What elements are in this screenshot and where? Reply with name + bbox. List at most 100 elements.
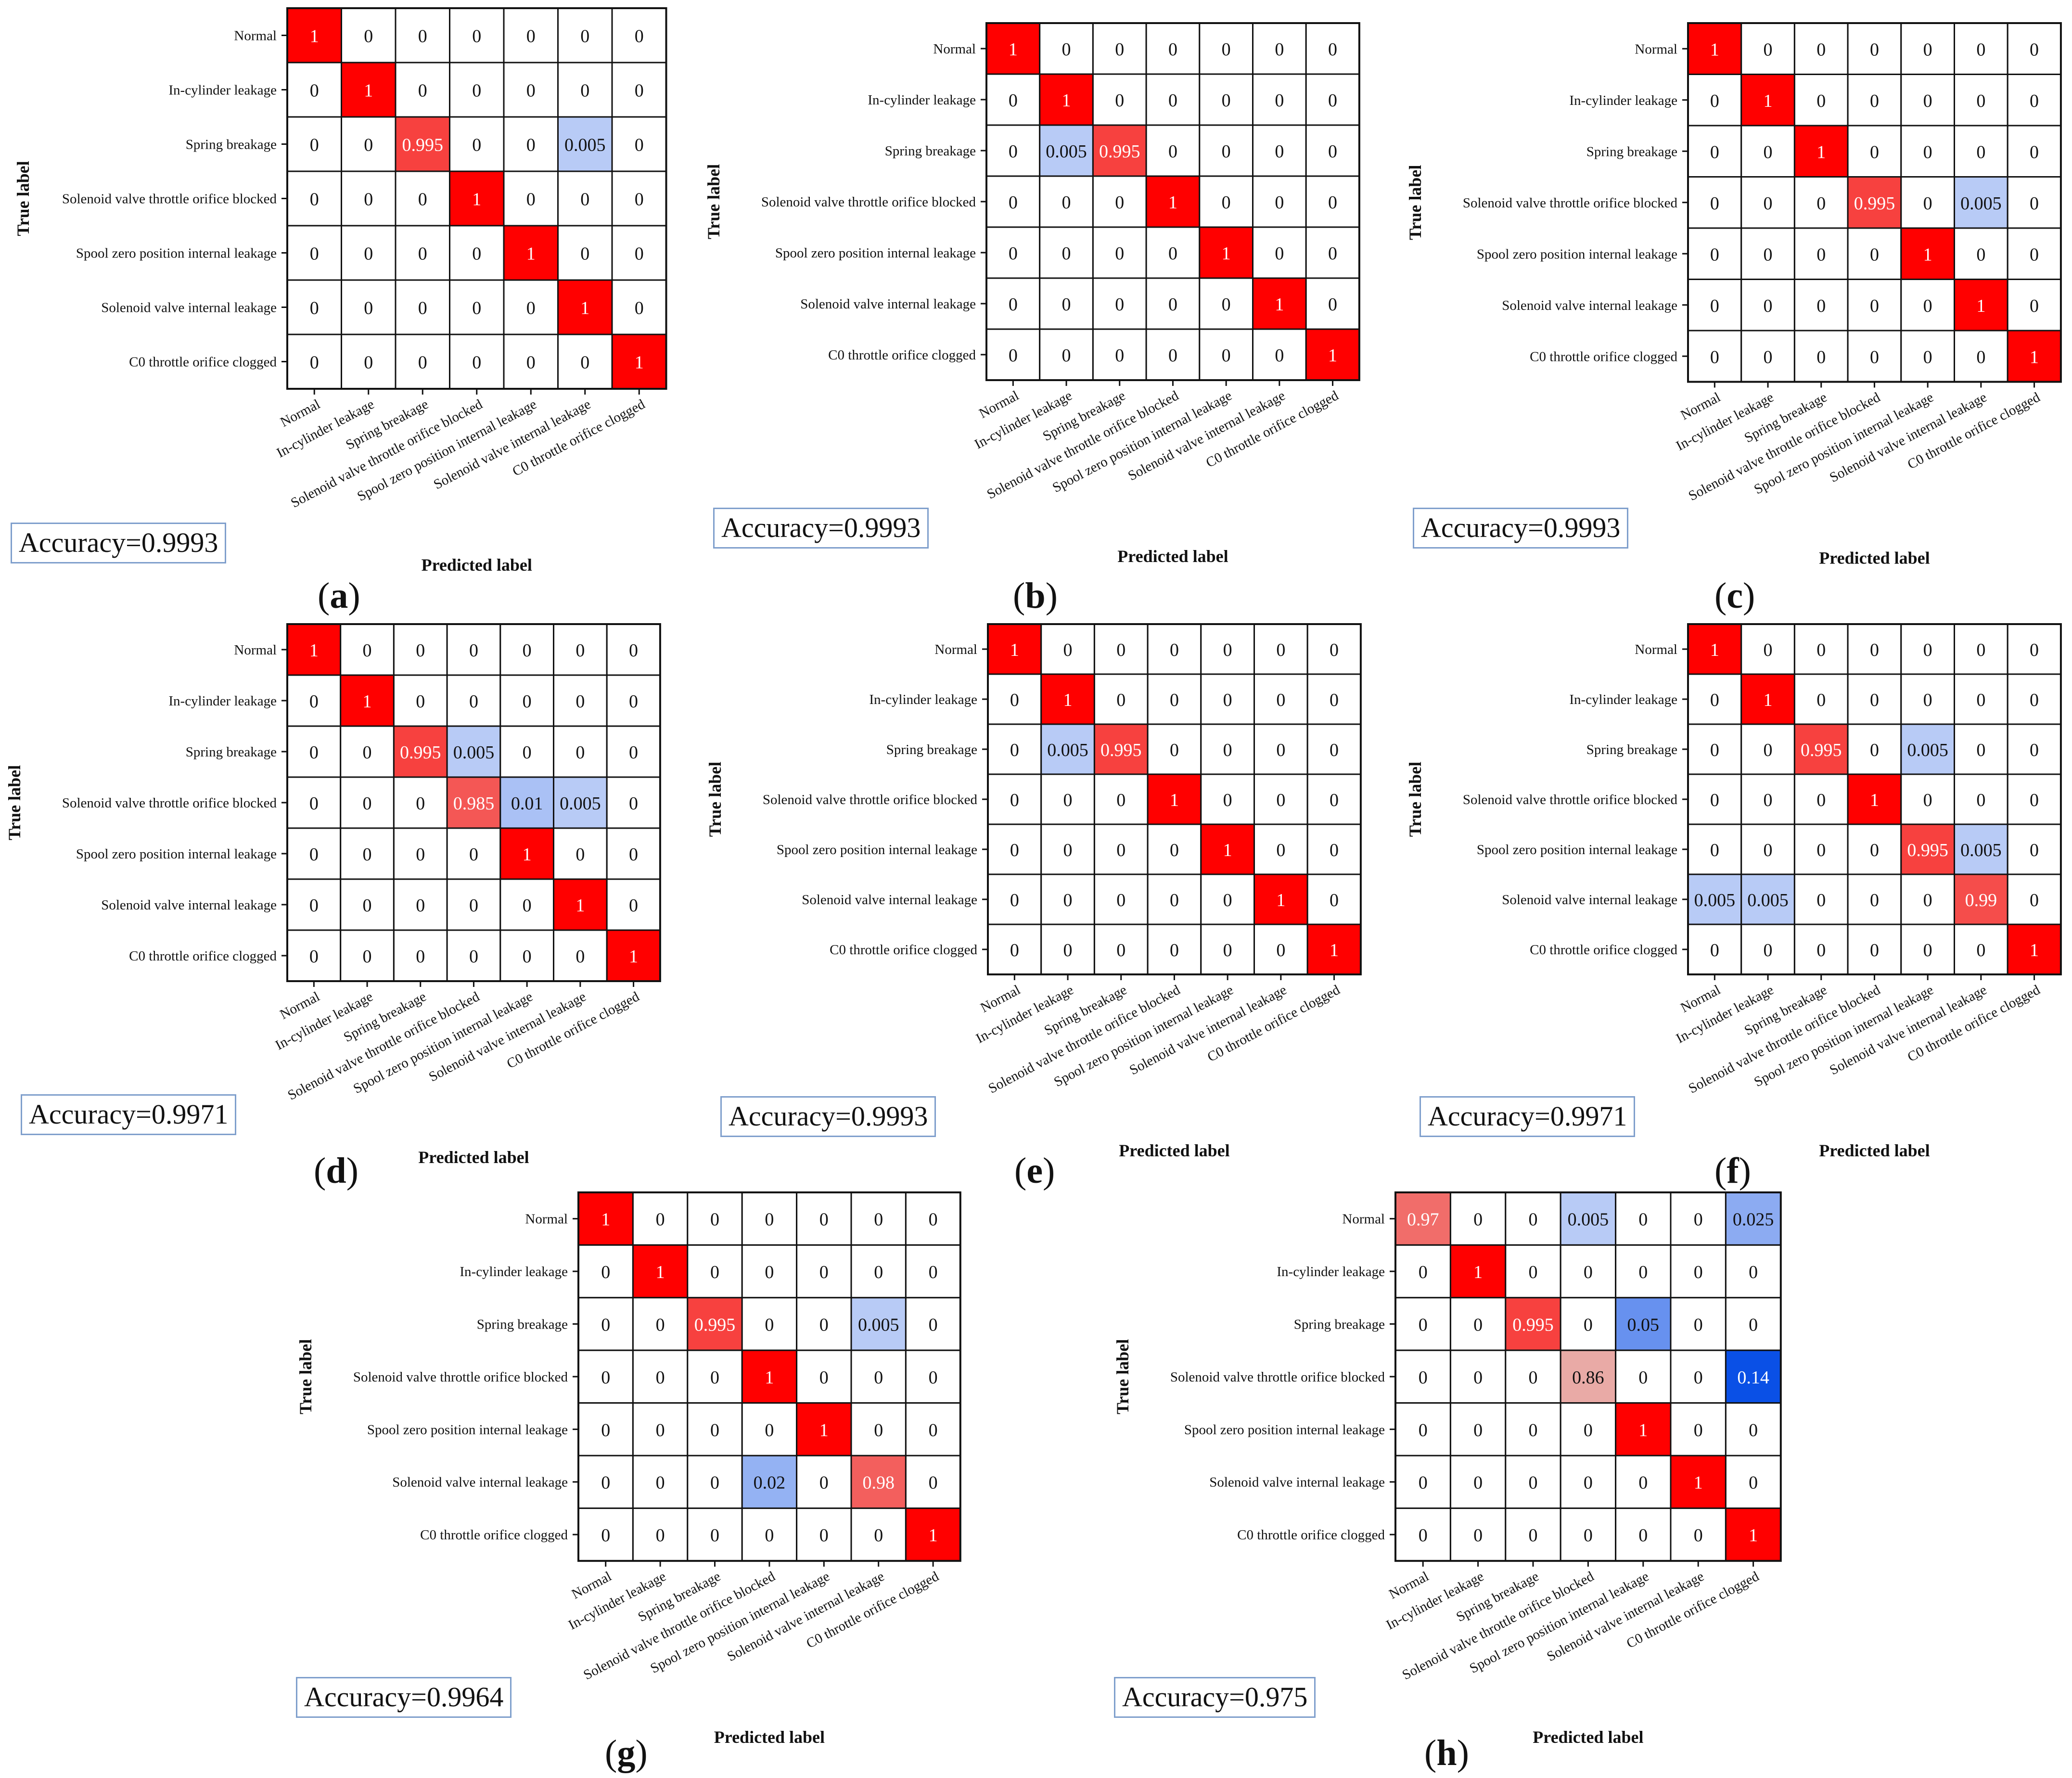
heatmap-cell-value: 0 (710, 1473, 719, 1493)
heatmap-cell (1793, 330, 1849, 383)
heatmap-cell-value: 0 (1473, 1210, 1483, 1230)
heatmap-cell (1670, 1297, 1727, 1351)
y-tick-label: Spool zero position internal leakage (367, 1422, 568, 1437)
accuracy-label: Accuracy=0.9964 (296, 1677, 512, 1718)
y-tick-label: Spring breakage (885, 143, 976, 159)
heatmap-cell-value: 0 (629, 844, 638, 865)
x-axis-label: Predicted label (1117, 547, 1228, 566)
accuracy-label: Accuracy=0.975 (1114, 1677, 1316, 1718)
y-tick-label: C0 throttle orifice clogged (830, 942, 977, 958)
y-axis-label: True label (1113, 1339, 1132, 1414)
heatmap-cell-value: 0 (1710, 193, 1719, 214)
heatmap-cell-value: 0.14 (1737, 1368, 1769, 1388)
heatmap-cell-value: 1 (1009, 39, 1018, 60)
heatmap-cell (850, 1402, 907, 1457)
heatmap-cell-value: 0 (310, 244, 319, 264)
heatmap-cell (1200, 823, 1255, 875)
heatmap-cell (1199, 277, 1254, 330)
heatmap-cell-value: 0 (1115, 192, 1124, 213)
heatmap-cell-value: 0 (1923, 91, 1932, 111)
heatmap-cell (1847, 873, 1902, 925)
heatmap-cell-value: 0 (1710, 244, 1719, 265)
y-axis-label: True label (13, 161, 33, 236)
heatmap-cell-value: 0 (1749, 1473, 1758, 1493)
heatmap-cell-value: 1 (1710, 640, 1719, 660)
heatmap-cell-value: 0 (601, 1420, 610, 1440)
heatmap-cell-value: 0 (1063, 840, 1073, 860)
heatmap-cell-value: 0 (363, 640, 372, 661)
heatmap-cell (1687, 176, 1742, 229)
heatmap-cell-value: 0 (1330, 740, 1339, 760)
heatmap-cell-value: 0 (1170, 740, 1179, 760)
heatmap-cell-value: 0 (1010, 840, 1019, 860)
heatmap-cell-value: 0 (635, 190, 644, 210)
heatmap-cell (1687, 773, 1742, 825)
heatmap-cell (340, 725, 395, 778)
heatmap-cell-value: 0.99 (1965, 890, 1997, 910)
heatmap-cell-value: 1 (363, 691, 372, 712)
heatmap-cell-value: 0 (819, 1473, 829, 1493)
heatmap-cell (1847, 773, 1902, 825)
heatmap-cell (1253, 923, 1308, 975)
heatmap-cell (741, 1402, 798, 1457)
heatmap-cell-value: 0 (1923, 142, 1932, 162)
heatmap-cell-value: 0 (1222, 192, 1231, 213)
heatmap-cell-value: 1 (364, 81, 373, 101)
heatmap-cell-value: 0 (1710, 296, 1719, 316)
heatmap-cell (449, 116, 505, 172)
heatmap-cell (1147, 823, 1202, 875)
heatmap-cell-value: 0 (526, 81, 536, 101)
heatmap-cell-value: 0 (1063, 640, 1073, 660)
heatmap-cell-value: 0 (472, 26, 481, 47)
heatmap-cell-value: 0.995 (1854, 193, 1895, 214)
heatmap-cell-value: 0 (1976, 142, 1985, 162)
accuracy-label: Accuracy=0.9971 (1420, 1096, 1636, 1137)
y-tick-label: In-cylinder leakage (1569, 692, 1677, 707)
y-tick-label: Normal (525, 1212, 568, 1227)
heatmap-cell-value: 1 (1923, 244, 1932, 265)
heatmap-cell (1505, 1402, 1561, 1457)
heatmap-cell (1505, 1455, 1561, 1509)
y-tick-label: Normal (933, 41, 976, 57)
heatmap-cell (1394, 1244, 1451, 1299)
heatmap-cell (393, 878, 448, 931)
heatmap-cell-value: 1 (1276, 890, 1285, 910)
heatmap-cell (850, 1191, 907, 1246)
heatmap-cell-value: 0 (1638, 1210, 1648, 1230)
heatmap-cell (1147, 673, 1202, 725)
heatmap-cell (1200, 923, 1255, 975)
y-axis-label: True label (705, 762, 725, 837)
heatmap-cell-value: 1 (1168, 192, 1177, 213)
heatmap-cell-value: 0 (1870, 840, 1879, 860)
heatmap-cell-value: 0 (2030, 296, 2039, 316)
y-tick-label: Spring breakage (186, 744, 277, 760)
heatmap-cell-value: 0 (929, 1473, 938, 1493)
heatmap-cell-value: 0 (1276, 690, 1285, 710)
heatmap-cell (606, 776, 661, 829)
heatmap-cell-value: 0 (1764, 940, 1773, 960)
heatmap-cell-value: 0 (1976, 39, 1985, 60)
y-tick-label: Spring breakage (1586, 742, 1677, 757)
heatmap-cell-value: 1 (1976, 296, 1985, 316)
heatmap-cell (1847, 125, 1902, 178)
panel-letter: (c) (1714, 576, 1755, 616)
heatmap-cell-value: 0 (1063, 790, 1073, 810)
heatmap-cell (1200, 673, 1255, 725)
heatmap-cell-value: 0 (1584, 1315, 1593, 1335)
heatmap-cell-value: 0 (1419, 1420, 1428, 1440)
y-tick-label: Spool zero position internal leakage (1477, 842, 1677, 857)
heatmap-cell-value: 0 (309, 793, 319, 814)
heatmap-cell-value: 0 (656, 1525, 665, 1546)
heatmap-cell (1305, 124, 1360, 177)
y-tick-label: C0 throttle orifice clogged (828, 347, 976, 363)
heatmap-cell (1449, 1349, 1507, 1404)
heatmap-cell-value: 0 (1116, 890, 1126, 910)
heatmap-cell-value: 0 (1816, 690, 1826, 710)
y-tick-label: Normal (234, 642, 277, 658)
heatmap-cell-value: 1 (1275, 294, 1284, 315)
y-axis-label: True label (5, 765, 24, 840)
heatmap-cell-value: 0 (1473, 1473, 1483, 1493)
heatmap-cell-value: 0 (819, 1368, 829, 1388)
